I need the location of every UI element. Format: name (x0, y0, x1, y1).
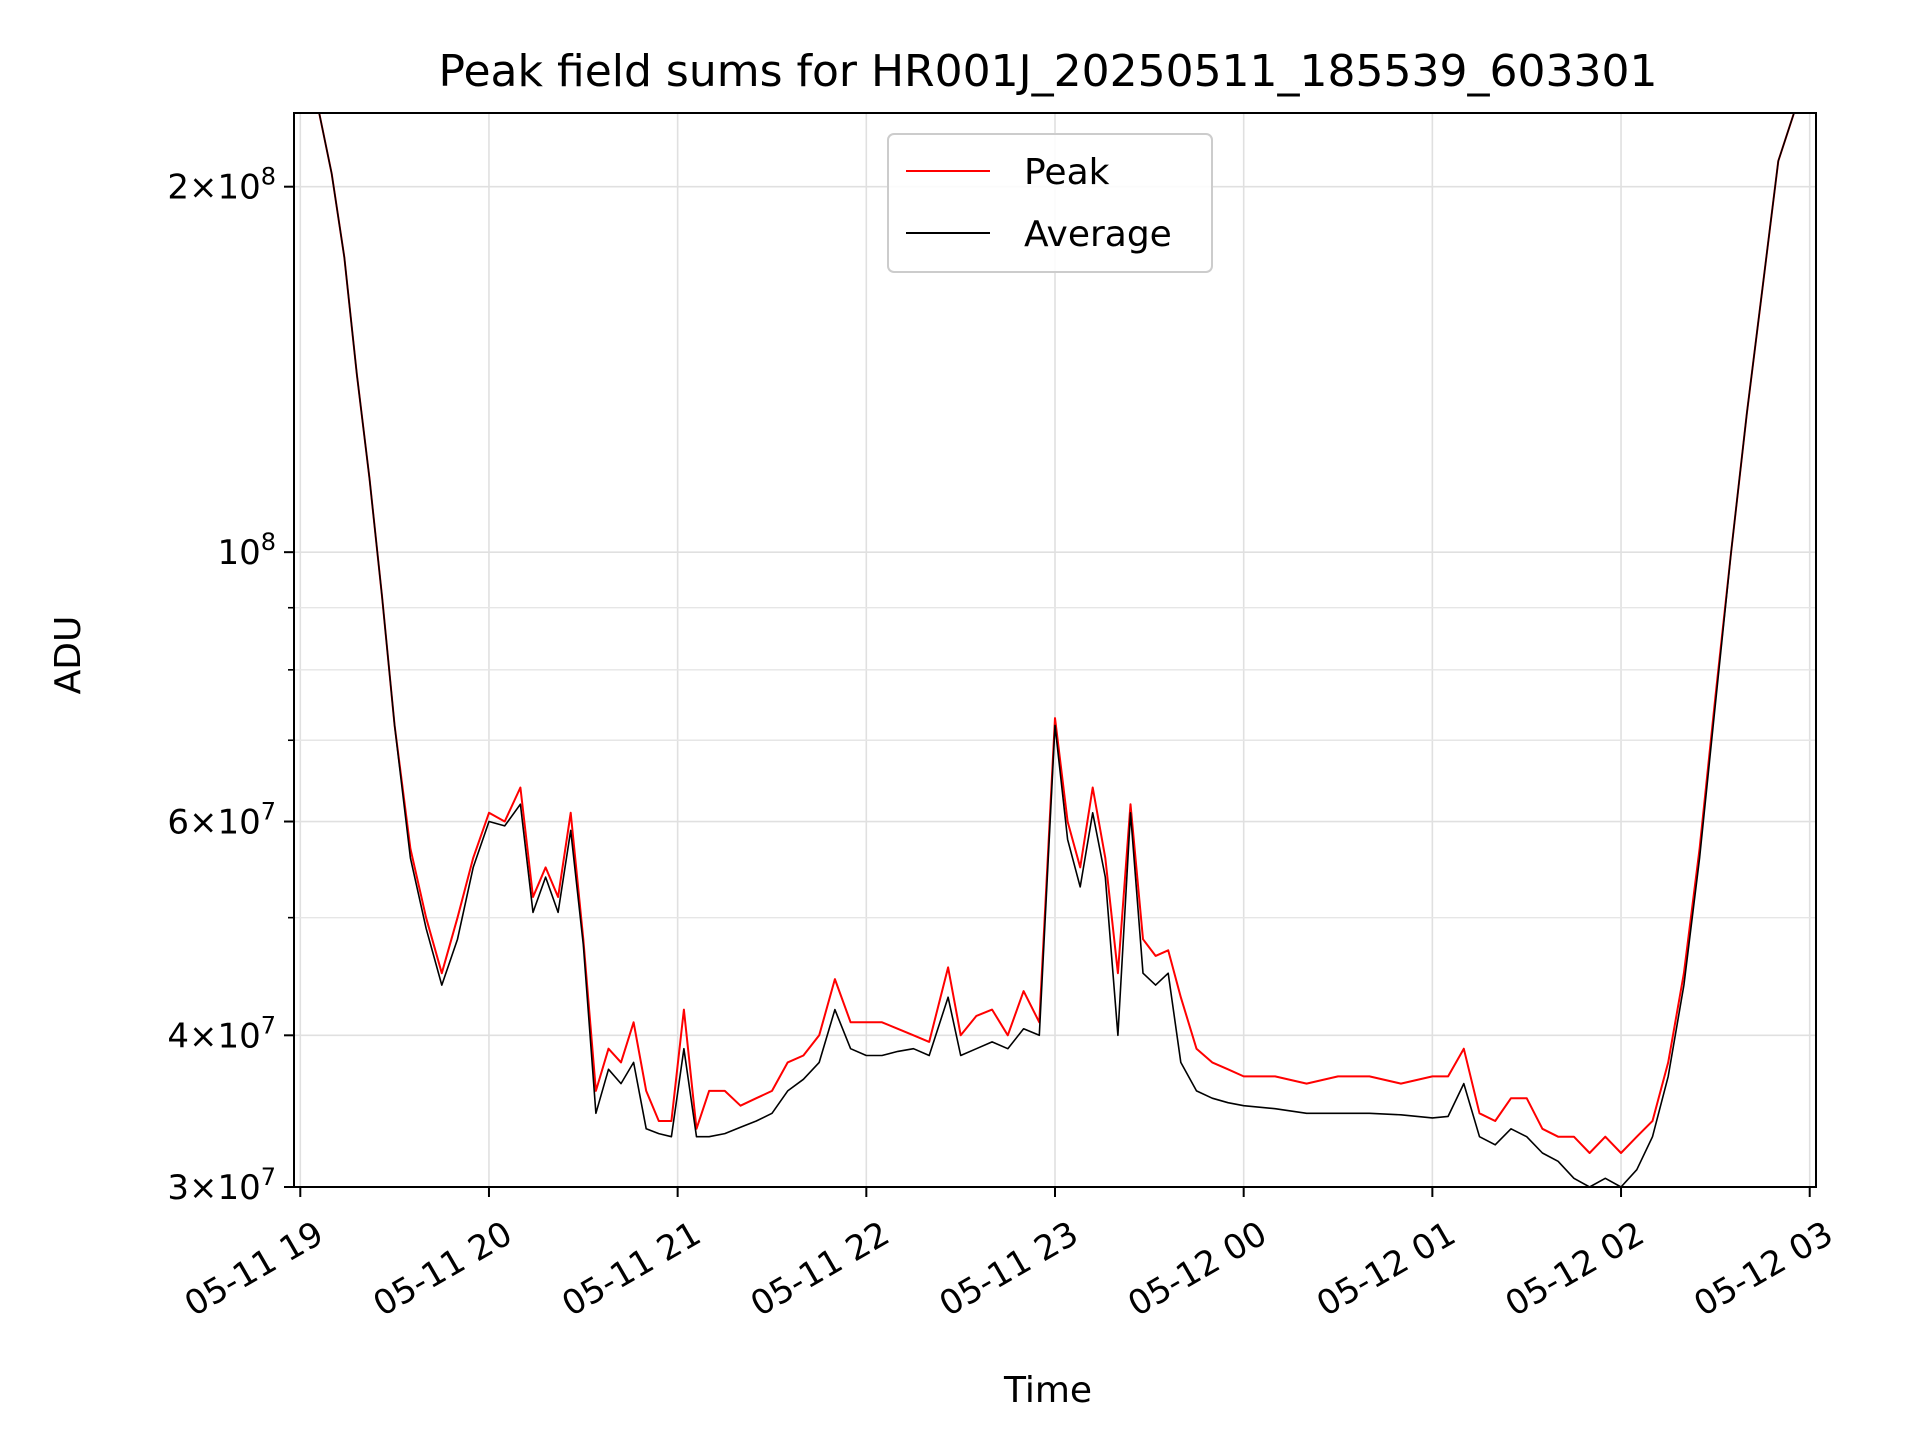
y-tick-base: 10 (217, 533, 260, 573)
y-tick-mantissa: 2 (167, 168, 189, 208)
y-tick-mantissa: 6 (167, 803, 189, 843)
y-tick-times: × (189, 1016, 218, 1056)
y-tick-exponent: 7 (261, 798, 276, 826)
y-tick-label: 2×108 (167, 163, 276, 208)
y-tick-times: × (189, 803, 218, 843)
y-tick-exponent: 8 (261, 528, 276, 556)
y-tick-base: 10 (217, 1168, 260, 1208)
y-tick-exponent: 7 (261, 1163, 276, 1191)
y-tick-label: 6×107 (167, 798, 276, 843)
legend-label-peak: Peak (1024, 152, 1110, 193)
y-tick-base: 10 (217, 803, 260, 843)
y-tick-mantissa: 4 (167, 1016, 189, 1056)
legend: Peak Average (887, 133, 1213, 273)
y-tick-exponent: 7 (261, 1011, 276, 1039)
y-tick-label: 108 (217, 528, 276, 573)
y-tick-label: 4×107 (167, 1011, 276, 1056)
y-tick-mantissa: 3 (167, 1168, 189, 1208)
series-line-peak (294, 113, 1810, 1154)
y-axis-title: ADU (48, 616, 89, 695)
y-tick-times: × (189, 1168, 218, 1208)
x-axis-title: Time (1003, 1370, 1092, 1411)
chart-title: Peak field sums for HR001J_20250511_1855… (439, 46, 1658, 97)
y-tick-exponent: 8 (261, 163, 276, 191)
legend-label-average: Average (1024, 214, 1172, 255)
y-tick-times: × (189, 168, 218, 208)
y-tick-base: 10 (217, 1016, 260, 1056)
y-tick-base: 10 (217, 168, 260, 208)
y-tick-label: 3×107 (167, 1163, 276, 1208)
series-line-average (294, 113, 1810, 1187)
legend-box (887, 133, 1213, 273)
series-layer (294, 113, 1810, 1187)
